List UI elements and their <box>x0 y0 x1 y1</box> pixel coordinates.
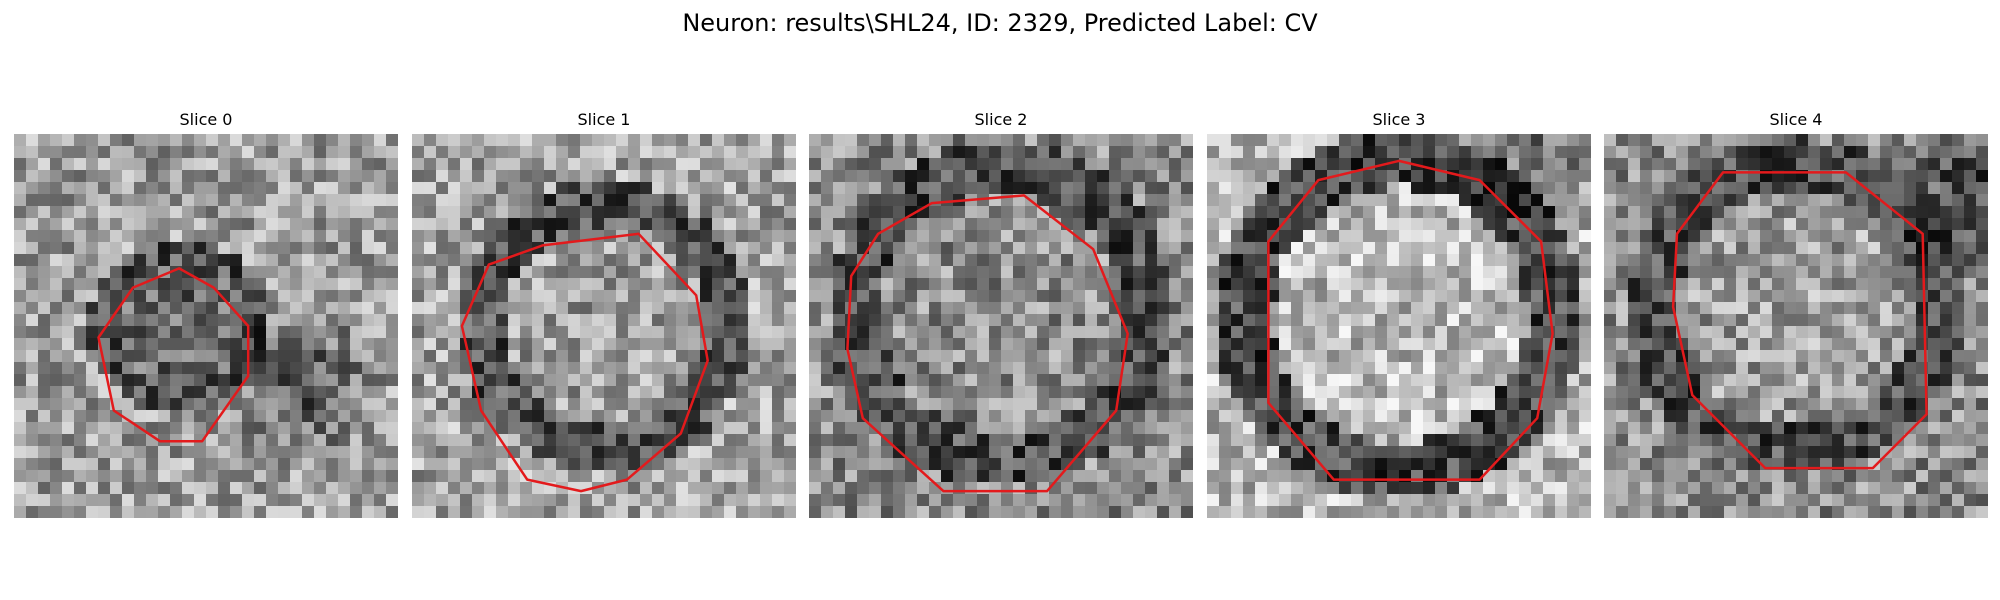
slice-title: Slice 0 <box>179 110 233 129</box>
roi-contour <box>1671 171 1928 470</box>
roi-contour <box>846 194 1129 493</box>
roi-contour <box>97 267 250 443</box>
roi-contour <box>1267 159 1554 481</box>
slice-title: Slice 2 <box>974 110 1028 129</box>
slice-image <box>412 134 796 518</box>
slice-image <box>1604 134 1988 518</box>
slice-image <box>14 134 398 518</box>
slice-title: Slice 1 <box>577 110 631 129</box>
slice-image <box>1207 134 1591 518</box>
figure-title: Neuron: results\SHL24, ID: 2329, Predict… <box>682 9 1318 37</box>
slice-title: Slice 3 <box>1372 110 1426 129</box>
roi-contour <box>460 232 709 493</box>
slice-title: Slice 4 <box>1769 110 1823 129</box>
slice-image <box>809 134 1193 518</box>
